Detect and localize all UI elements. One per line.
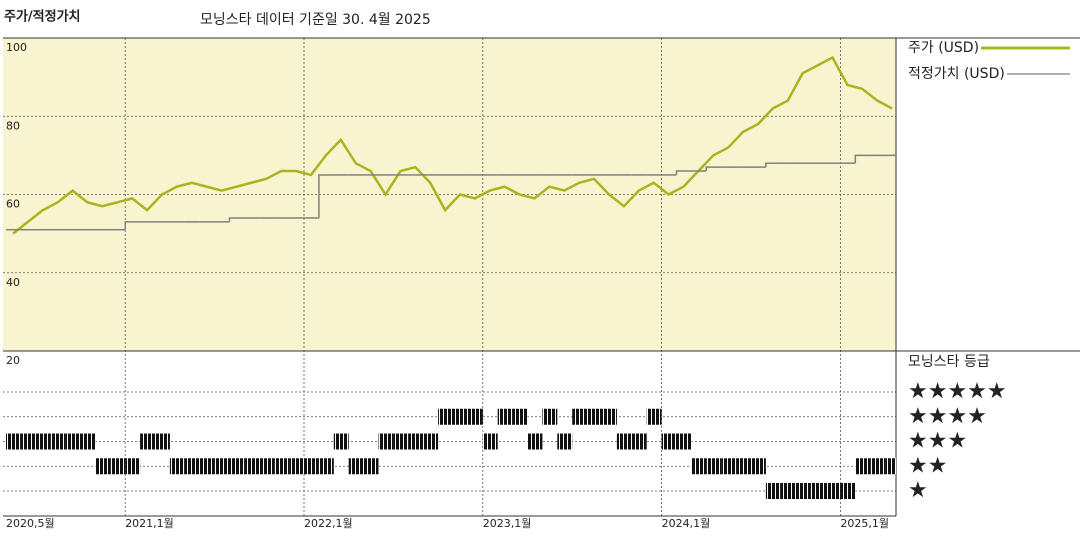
rating-label: ★★★★★: [908, 379, 1007, 404]
rating-bar: [140, 433, 155, 450]
rating-bar: [333, 433, 349, 450]
rating-bar: [527, 433, 543, 450]
y-tick-label: 20: [6, 354, 20, 367]
rating-bar: [363, 458, 379, 475]
rating-bar: [378, 433, 394, 450]
x-tick-label: 2021,1월: [125, 517, 174, 530]
fair-value-step: [675, 170, 692, 175]
rating-bar: [35, 433, 51, 450]
rating-bar: [631, 433, 647, 450]
rating-bar: [587, 408, 602, 425]
rating-bar: [50, 433, 66, 450]
rating-bar: [467, 408, 483, 425]
rating-bar: [259, 458, 275, 475]
rating-bar: [453, 408, 468, 425]
fair-value-step: [765, 162, 781, 168]
rating-bar: [125, 458, 141, 475]
chart-subtitle: 모닝스타 데이터 기준일 30. 4월 2025: [200, 12, 431, 28]
rating-bar: [274, 458, 290, 475]
rating-bar: [423, 433, 439, 450]
rating-bar: [870, 458, 886, 475]
rating-bar: [393, 433, 409, 450]
fair-value-step: [318, 174, 334, 218]
rating-bar: [408, 433, 424, 450]
rating-bar: [497, 408, 513, 425]
rating-bar: [706, 458, 722, 475]
y-tick-label: 80: [6, 119, 20, 132]
rating-bar: [199, 458, 215, 475]
rating-bar: [6, 433, 21, 450]
rating-title: 모닝스타 등급: [908, 354, 990, 370]
rating-label: ★★★★: [908, 404, 987, 429]
y-tick-label: 100: [6, 41, 27, 54]
rating-label: ★★★: [908, 429, 967, 454]
rating-bar: [155, 433, 170, 450]
rating-bar: [184, 458, 200, 475]
rating-bar: [616, 433, 632, 450]
rating-bar: [542, 408, 558, 425]
x-tick-label: 2025,1월: [840, 517, 889, 530]
chart-title: 주가/적정가치: [4, 9, 81, 25]
x-tick-label: 2023,1월: [483, 517, 532, 530]
rating-bar: [855, 458, 871, 475]
rating-bar: [244, 458, 260, 475]
rating-bar: [780, 483, 796, 499]
rating-bar: [304, 458, 319, 475]
x-tick-label: 2024,1월: [662, 517, 711, 530]
rating-bar: [80, 433, 96, 450]
legend-label: 주가 (USD): [908, 40, 979, 56]
rating-bar: [20, 433, 36, 450]
fair-value-step: [705, 166, 722, 172]
rating-bar: [95, 458, 111, 475]
rating-bar: [661, 433, 677, 450]
rating-label: ★★: [908, 453, 947, 478]
legend-label: 적정가치 (USD): [908, 66, 1005, 82]
rating-bar: [348, 458, 364, 475]
rating-bar: [810, 483, 826, 499]
rating-bar: [646, 408, 662, 425]
rating-bar: [229, 458, 245, 475]
rating-bar: [825, 483, 841, 499]
rating-bar: [721, 458, 737, 475]
price-line: [12, 55, 893, 235]
rating-bar: [602, 408, 617, 425]
rating-label: ★: [908, 478, 928, 503]
rating-bar: [885, 458, 896, 475]
fair-value-step: [124, 221, 141, 230]
rating-bar: [318, 458, 334, 475]
rating-bar: [169, 458, 185, 475]
rating-bar: [482, 433, 498, 450]
rating-bar: [110, 458, 126, 475]
rating-bar: [736, 458, 751, 475]
rating-bar: [557, 433, 573, 450]
rating-bar: [676, 433, 692, 450]
x-tick-label: 2020,5월: [6, 517, 55, 530]
rating-bar: [765, 483, 781, 499]
rating-bar: [840, 483, 856, 499]
rating-bar: [512, 408, 528, 425]
y-tick-label: 60: [6, 198, 20, 211]
fair-value-step: [854, 154, 871, 164]
rating-bar: [691, 458, 707, 475]
rating-bar: [214, 458, 230, 475]
rating-bar: [751, 458, 766, 475]
y-tick-label: 40: [6, 276, 20, 289]
rating-bar: [65, 433, 81, 450]
rating-bar: [795, 483, 811, 499]
rating-bar: [572, 408, 588, 425]
x-tick-label: 2022,1월: [304, 517, 353, 530]
rating-bar: [289, 458, 304, 475]
fair-value-step: [228, 217, 245, 222]
rating-bar: [438, 408, 453, 425]
